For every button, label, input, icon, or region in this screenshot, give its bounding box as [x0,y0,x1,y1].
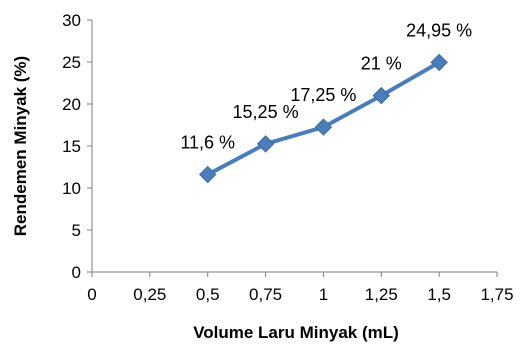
data-point-marker [372,86,390,105]
y-axis-title: Rendemen Minyak (%) [11,56,30,236]
y-axis-ticks: 0 5 10 15 20 25 30 [62,11,92,282]
y-tick-label: 10 [62,179,81,198]
data-label: 21 % [361,54,402,74]
data-point-marker [430,53,448,72]
x-axis-title: Volume Laru Minyak (mL) [193,323,399,342]
x-tick-label: 0,25 [133,285,166,304]
y-tick-label: 5 [72,221,81,240]
y-tick-label: 15 [62,137,81,156]
y-tick-label: 20 [62,95,81,114]
y-tick-label: 25 [62,53,81,72]
x-tick-label: 1,75 [480,285,513,304]
x-tick-label: 1,5 [427,285,451,304]
data-label: 11,6 % [180,133,235,153]
x-tick-label: 1 [319,285,328,304]
x-tick-label: 0,75 [249,285,282,304]
data-label: 17,25 % [290,85,356,105]
data-label: 15,25 % [233,102,299,122]
x-tick-label: 0,5 [196,285,220,304]
data-point-marker [256,135,275,153]
data-label: 24,95 % [406,20,472,40]
y-tick-label: 30 [62,11,81,30]
x-axis-ticks: 0 0,25 0,5 0,75 1 1,25 1,5 1,75 [87,272,514,304]
y-tick-label: 0 [72,263,81,282]
x-tick-label: 0 [87,285,96,304]
x-tick-label: 1,25 [365,285,398,304]
series-layer [199,53,448,184]
data-point-marker [199,165,217,184]
data-point-marker [314,118,333,136]
data-labels: 11,6 % 15,25 %17,25 %21 %24,95 % [180,20,472,152]
